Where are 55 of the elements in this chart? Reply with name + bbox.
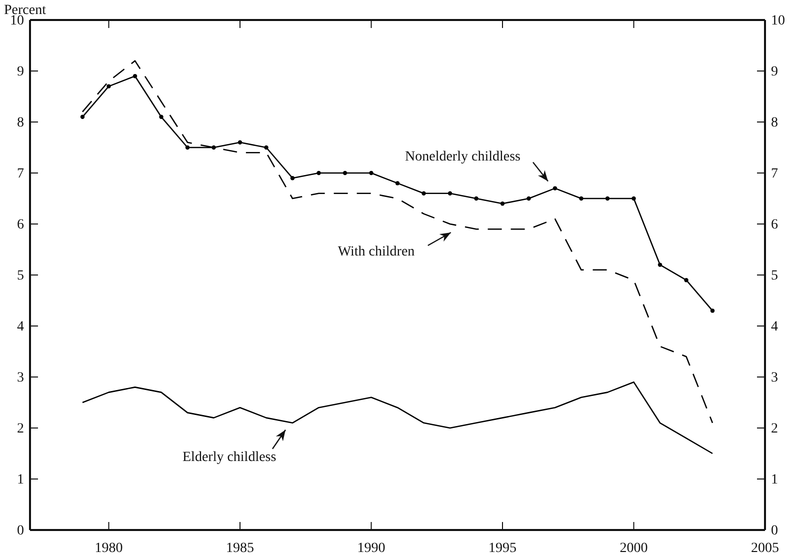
y-tick-label: 4 — [17, 319, 24, 334]
y2-tick-label: 9 — [771, 64, 778, 80]
y2-tick-label: 4 — [771, 319, 778, 334]
y-tick-label: 9 — [17, 64, 24, 80]
point — [290, 176, 295, 180]
point — [579, 196, 584, 201]
y-tick-label: 2 — [17, 421, 24, 436]
y-tick-label: 0 — [17, 523, 24, 538]
point — [342, 170, 348, 176]
x-tick-label: 1980 — [94, 540, 123, 556]
point — [448, 191, 452, 196]
y2-tick-label: 7 — [771, 166, 778, 182]
series-label: Nonelderly childless — [405, 149, 520, 164]
point — [185, 145, 190, 150]
y2-tick-label: 1 — [771, 472, 778, 488]
point — [422, 191, 426, 196]
point — [526, 196, 531, 201]
y2-tick-label: 2 — [771, 421, 778, 436]
text: With children — [338, 244, 415, 260]
y2-tick-label: 0 — [771, 523, 778, 538]
y2-tick-label: 8 — [771, 115, 778, 130]
x-tick-label: 1990 — [357, 540, 386, 556]
y2-tick-label: 5 — [771, 268, 778, 284]
y-tick-label: 5 — [17, 268, 24, 284]
y2-tick-label: 3 — [771, 370, 778, 386]
point — [632, 196, 636, 201]
point — [159, 114, 164, 120]
x-tick-label: 1995 — [488, 540, 516, 556]
point — [658, 262, 662, 267]
y-tick-label: 7 — [17, 166, 24, 182]
point — [264, 145, 268, 150]
y-tick-label: 8 — [17, 115, 24, 130]
point — [106, 84, 111, 88]
point — [238, 140, 242, 145]
point — [395, 181, 400, 186]
line-series — [82, 60, 714, 424]
y-tick-label: 6 — [17, 217, 24, 232]
point — [369, 170, 374, 176]
y2-tick-label: 10 — [771, 13, 785, 28]
x-tick-label: 2000 — [620, 540, 648, 556]
point — [132, 74, 138, 78]
point — [552, 186, 558, 190]
point — [684, 278, 688, 282]
point — [605, 196, 610, 201]
text: Elderly childless — [182, 450, 276, 465]
y-tick-label: 1 — [17, 472, 24, 488]
point — [80, 114, 85, 120]
point — [500, 201, 505, 206]
point — [316, 170, 321, 176]
point — [474, 196, 478, 201]
x-tick-label: 2005 — [751, 540, 779, 556]
y2-tick-label: 6 — [771, 217, 778, 232]
point — [710, 308, 715, 313]
x-tick-label: 1985 — [226, 540, 254, 556]
y-tick-label: 3 — [17, 370, 24, 386]
